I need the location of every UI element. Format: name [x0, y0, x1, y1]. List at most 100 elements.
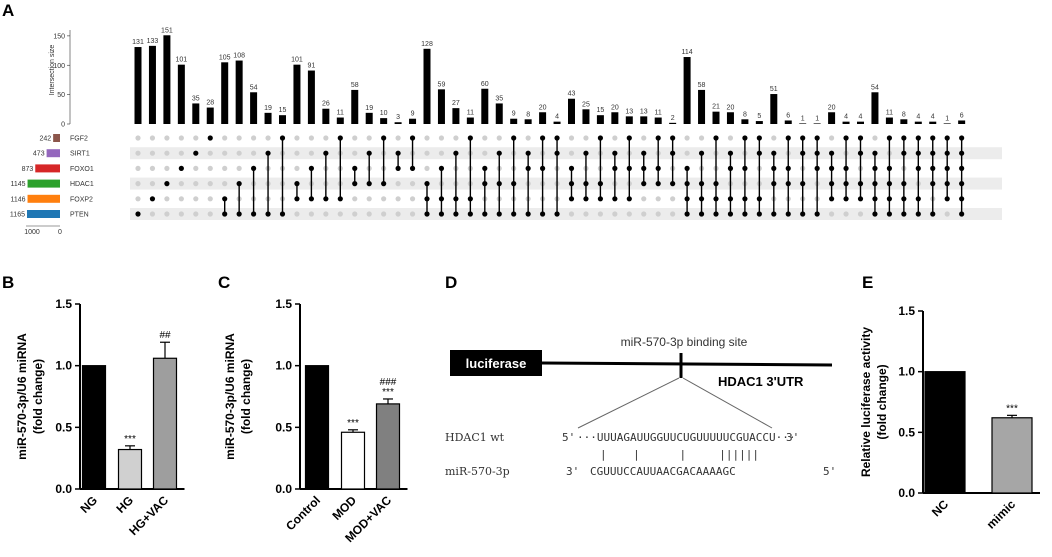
matrix-dot	[207, 181, 213, 187]
intersection-bar	[163, 35, 171, 124]
x-tick-label: NC	[929, 497, 951, 519]
matrix-dot	[193, 211, 199, 217]
matrix-dot	[641, 135, 647, 141]
matrix-dot	[655, 211, 661, 217]
matrix-dot	[164, 211, 170, 217]
matrix-dot	[207, 165, 213, 171]
matrix-dot	[424, 150, 430, 156]
intersection-bar-label: 114	[682, 49, 693, 56]
matrix-dot-active	[265, 150, 271, 156]
matrix-dot-active	[323, 150, 329, 156]
y-tick-label: 0.5	[275, 420, 292, 434]
matrix-dot	[612, 135, 618, 141]
matrix-dot	[655, 196, 661, 202]
intersection-bar-label: 9	[512, 111, 516, 118]
intersection-bar	[177, 64, 185, 124]
matrix-dot	[178, 211, 184, 217]
set-size-bar	[53, 134, 60, 142]
intersection-bar-label: 4	[859, 114, 863, 121]
intersection-bar-label: 19	[365, 105, 373, 112]
intersection-bar	[726, 112, 734, 124]
intersection-bar-label: 6	[786, 112, 790, 119]
matrix-dot	[409, 181, 416, 187]
matrix-dot	[135, 181, 141, 187]
y-axis-label: Relative luciferase activity	[859, 327, 873, 477]
intersection-bar-label: 20	[727, 104, 735, 111]
matrix-dot	[684, 135, 690, 141]
zoom-line-right	[682, 377, 773, 429]
x-tick-label: MOD	[329, 493, 359, 523]
matrix-dot-active	[149, 196, 156, 202]
intersection-bar-label: 1	[815, 115, 819, 122]
matrix-dot	[641, 196, 647, 202]
set-size-label: 873	[22, 166, 34, 173]
set-name-label: FOXO1	[70, 166, 94, 173]
intersection-bar	[539, 112, 547, 124]
bar	[991, 417, 1033, 494]
intersection-bar-label: 26	[322, 101, 330, 108]
matrix-dot	[829, 135, 835, 141]
intersection-bar-label: 27	[452, 100, 460, 107]
matrix-dot	[525, 135, 531, 141]
intersection-bar-label: 101	[176, 57, 188, 64]
y-axis-label: miR-570-3p/U6 miRNA	[15, 333, 29, 460]
matrix-dot	[857, 211, 864, 217]
matrix-dot	[236, 135, 242, 141]
significance-marker: ***	[1006, 403, 1018, 414]
intersection-bar	[336, 117, 344, 124]
intersection-bar	[799, 123, 807, 124]
matrix-dot	[135, 150, 141, 156]
matrix-dot	[222, 135, 228, 141]
matrix-dot-active	[178, 165, 184, 171]
significance-marker: ***	[124, 434, 136, 445]
intersection-bar	[900, 119, 908, 124]
intersection-bar	[134, 47, 142, 124]
matrix-dot-active	[207, 135, 213, 141]
matrix-dot	[453, 135, 459, 141]
set-size-label: 1145	[10, 181, 25, 188]
matrix-dot	[395, 211, 401, 217]
y-axis-label: (fold change)	[239, 359, 253, 434]
set-size-bar	[26, 210, 60, 218]
x-tick-label: Control	[283, 493, 323, 533]
utr-label: HDAC1 3'UTR	[718, 374, 804, 389]
matrix-dot	[164, 165, 170, 171]
matrix-dot-active	[525, 150, 531, 156]
set-size-bar	[46, 149, 60, 158]
matrix-dot-active	[395, 150, 401, 156]
matrix-dot	[178, 196, 184, 202]
matrix-dot-active	[771, 150, 777, 156]
matrix-row-stripe	[130, 177, 1002, 190]
matrix-dot-active	[872, 150, 878, 156]
set-size-tick-label: 0	[58, 229, 62, 236]
intersection-bar-label: 3	[396, 114, 400, 121]
luciferase-label: luciferase	[466, 356, 527, 371]
panel-label-c: C	[218, 273, 230, 292]
mir-5prime: 5'	[823, 465, 836, 478]
matrix-dot	[337, 211, 343, 217]
intersection-bar-label: 105	[219, 54, 231, 61]
set-size-label: 1165	[10, 212, 25, 219]
matrix-dot	[294, 135, 300, 141]
x-tick-label: HG	[113, 493, 136, 516]
matrix-row-stripe	[130, 208, 1002, 220]
intersection-bar-label: 131	[132, 39, 144, 46]
intersection-bar	[148, 45, 156, 124]
intersection-bar-label: 101	[291, 57, 303, 64]
matrix-dot	[135, 135, 141, 141]
matrix-dot	[178, 150, 184, 156]
intersection-bar-label: 2	[671, 115, 675, 122]
bar-chart-c: 0.0 0.5 1.0 1.5 miR-570-3p/U6 miRNA (fold cha…	[223, 297, 408, 545]
intersection-bar	[582, 109, 590, 124]
matrix-dot	[178, 181, 184, 187]
significance-marker: ***	[347, 418, 359, 429]
matrix-dot-active	[366, 150, 372, 156]
intersection-bar-label: 58	[698, 82, 706, 89]
matrix-dot	[727, 135, 734, 141]
intersection-bar	[264, 112, 272, 124]
matrix-dot	[352, 135, 358, 141]
upset-y-tick-label: 150	[53, 33, 65, 40]
intersection-bar-label: 9	[411, 111, 415, 118]
